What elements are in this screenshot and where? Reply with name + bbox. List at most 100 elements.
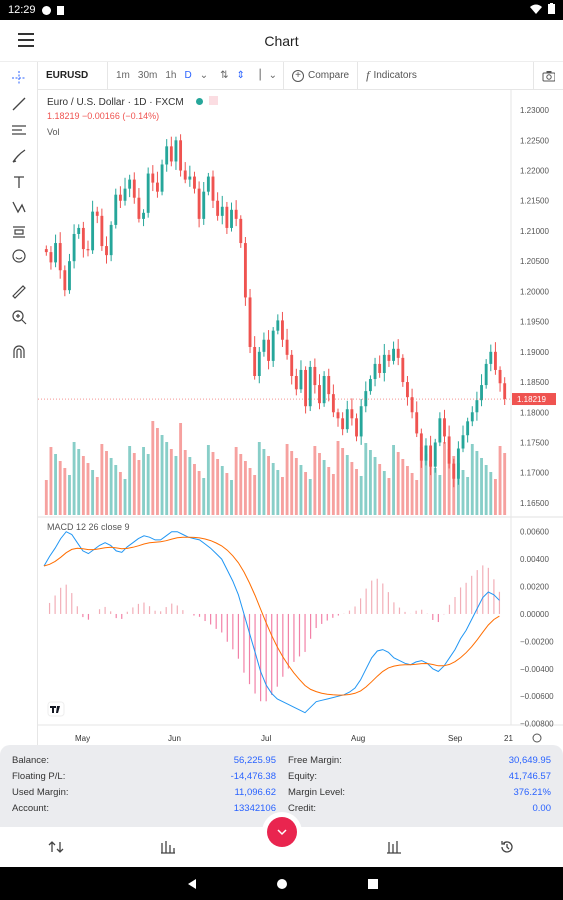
ruler-icon[interactable] — [9, 282, 29, 302]
volume-bar — [271, 463, 275, 515]
status-time: 12:29 — [8, 4, 36, 16]
orders-icon[interactable] — [384, 837, 404, 857]
price-tick-label: 1.22000 — [520, 167, 549, 176]
crosshair-icon[interactable] — [9, 68, 29, 88]
collapse-panel-button[interactable] — [267, 817, 297, 847]
candle-body — [63, 270, 67, 291]
back-icon[interactable] — [186, 877, 198, 895]
timeframe-1h[interactable]: 1h — [165, 70, 177, 81]
volume-bar — [378, 464, 382, 515]
candle-body — [415, 412, 419, 434]
volume-bar — [429, 461, 433, 515]
candle-body — [49, 252, 53, 263]
history-icon[interactable] — [497, 837, 517, 857]
candle-body — [484, 363, 488, 386]
current-price-label: 1.18219 — [517, 395, 546, 404]
account-value: 30,649.95 — [508, 755, 551, 766]
text-tool-icon[interactable] — [9, 172, 29, 192]
candle-body — [294, 376, 298, 390]
price-tick-label: 1.23000 — [520, 106, 549, 115]
compare-button[interactable]: + Compare — [282, 62, 357, 89]
magnet-icon[interactable] — [9, 342, 29, 362]
candle-body — [350, 409, 354, 419]
volume-bar — [364, 443, 368, 515]
function-icon: f — [366, 68, 370, 82]
volume-bar — [443, 442, 446, 515]
volume-bar — [415, 480, 419, 515]
volume-bar — [81, 456, 85, 515]
home-icon[interactable] — [276, 877, 288, 895]
volume-bar — [470, 444, 474, 515]
timeframe-d[interactable]: D — [184, 70, 192, 81]
trend-line-icon[interactable] — [9, 94, 29, 114]
emoji-icon[interactable] — [9, 246, 29, 266]
indicators-label: Indicators — [373, 70, 417, 81]
compare-label: Compare — [307, 70, 350, 81]
candle-body — [95, 211, 99, 216]
chart-type-chevron-icon[interactable]: ⌄ — [268, 70, 277, 81]
symbol-selector[interactable]: EURUSD — [38, 62, 108, 89]
bar-style-icon[interactable]: ⇅ — [220, 70, 229, 81]
measure-range-icon[interactable] — [9, 222, 29, 242]
candle-body — [174, 140, 178, 162]
chevron-down-icon — [277, 829, 287, 836]
chart-svg[interactable]: 1.23000 1.22500 1.22000 1.21500 1.21000 1.205… — [38, 90, 563, 745]
trade-arrows-icon[interactable] — [46, 837, 66, 857]
candle-body — [299, 369, 303, 390]
indicators-button[interactable]: f Indicators — [357, 62, 425, 89]
price-tick-label: 1.19500 — [520, 318, 549, 327]
volume-bar — [285, 444, 289, 515]
price-tick-label: 1.18000 — [520, 408, 549, 417]
battery-icon — [548, 3, 555, 17]
camera-icon[interactable] — [533, 62, 563, 89]
macd-tick-label: −0.00200 — [520, 637, 554, 646]
volume-bar — [123, 479, 127, 515]
hamburger-menu-icon[interactable] — [18, 33, 34, 47]
candle-body — [100, 215, 104, 247]
account-label: Account: — [12, 803, 49, 814]
volume-bar — [503, 453, 507, 515]
candle-body — [58, 243, 62, 271]
recents-icon[interactable] — [367, 877, 379, 895]
notification-icon — [41, 5, 51, 15]
volume-bar — [355, 469, 358, 515]
volume-bar — [183, 450, 187, 515]
price-tick-label: 1.21500 — [520, 197, 549, 206]
candle-body — [489, 351, 493, 364]
candle-body — [396, 348, 400, 358]
candles-icon[interactable]: ⇕ — [236, 70, 245, 81]
volume-bar — [299, 465, 303, 515]
volume-bar — [132, 453, 136, 515]
area-style-icon[interactable]: ▕ — [252, 70, 261, 81]
candle-body — [151, 173, 155, 183]
volume-bar — [155, 428, 159, 515]
positions-icon[interactable] — [158, 837, 178, 857]
plus-circle-icon: + — [291, 69, 304, 82]
volume-bar — [345, 455, 349, 515]
current-price-tag — [512, 393, 556, 406]
volume-bar — [211, 452, 215, 515]
volume-bar — [276, 470, 280, 515]
volume-bar — [484, 465, 488, 515]
pattern-icon[interactable] — [9, 197, 29, 217]
status-bar: 12:29 — [0, 0, 563, 20]
price-tick-label: 1.18500 — [520, 378, 549, 387]
chevron-down-icon[interactable]: ⌄ — [199, 70, 209, 81]
candle-body — [345, 409, 349, 430]
parallel-channel-icon[interactable] — [9, 120, 29, 140]
brush-icon[interactable] — [9, 146, 29, 166]
volume-bar — [188, 457, 192, 515]
candle-body — [470, 412, 474, 422]
zoom-in-icon[interactable] — [9, 307, 29, 327]
volume-bar — [373, 457, 377, 515]
timeframe-1m[interactable]: 1m — [116, 70, 130, 81]
account-label: Credit: — [288, 803, 316, 814]
timeframe-30m[interactable]: 30m — [137, 70, 158, 81]
candle-body — [179, 140, 183, 171]
candle-body — [331, 394, 335, 413]
volume-bar — [438, 475, 442, 515]
chart-area[interactable]: 1.23000 1.22500 1.22000 1.21500 1.21000 1.205… — [38, 90, 563, 745]
candle-body — [373, 363, 377, 380]
chart-settings-gear-icon[interactable] — [532, 733, 542, 743]
price-tick-label: 1.16500 — [520, 499, 549, 508]
